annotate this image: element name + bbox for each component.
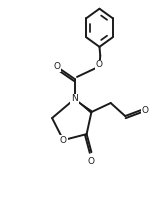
Text: O: O	[96, 60, 103, 69]
Text: N: N	[71, 95, 78, 103]
Text: O: O	[88, 157, 95, 166]
Text: O: O	[60, 136, 67, 145]
Polygon shape	[75, 99, 92, 114]
Text: O: O	[53, 62, 60, 71]
Text: O: O	[141, 105, 148, 115]
